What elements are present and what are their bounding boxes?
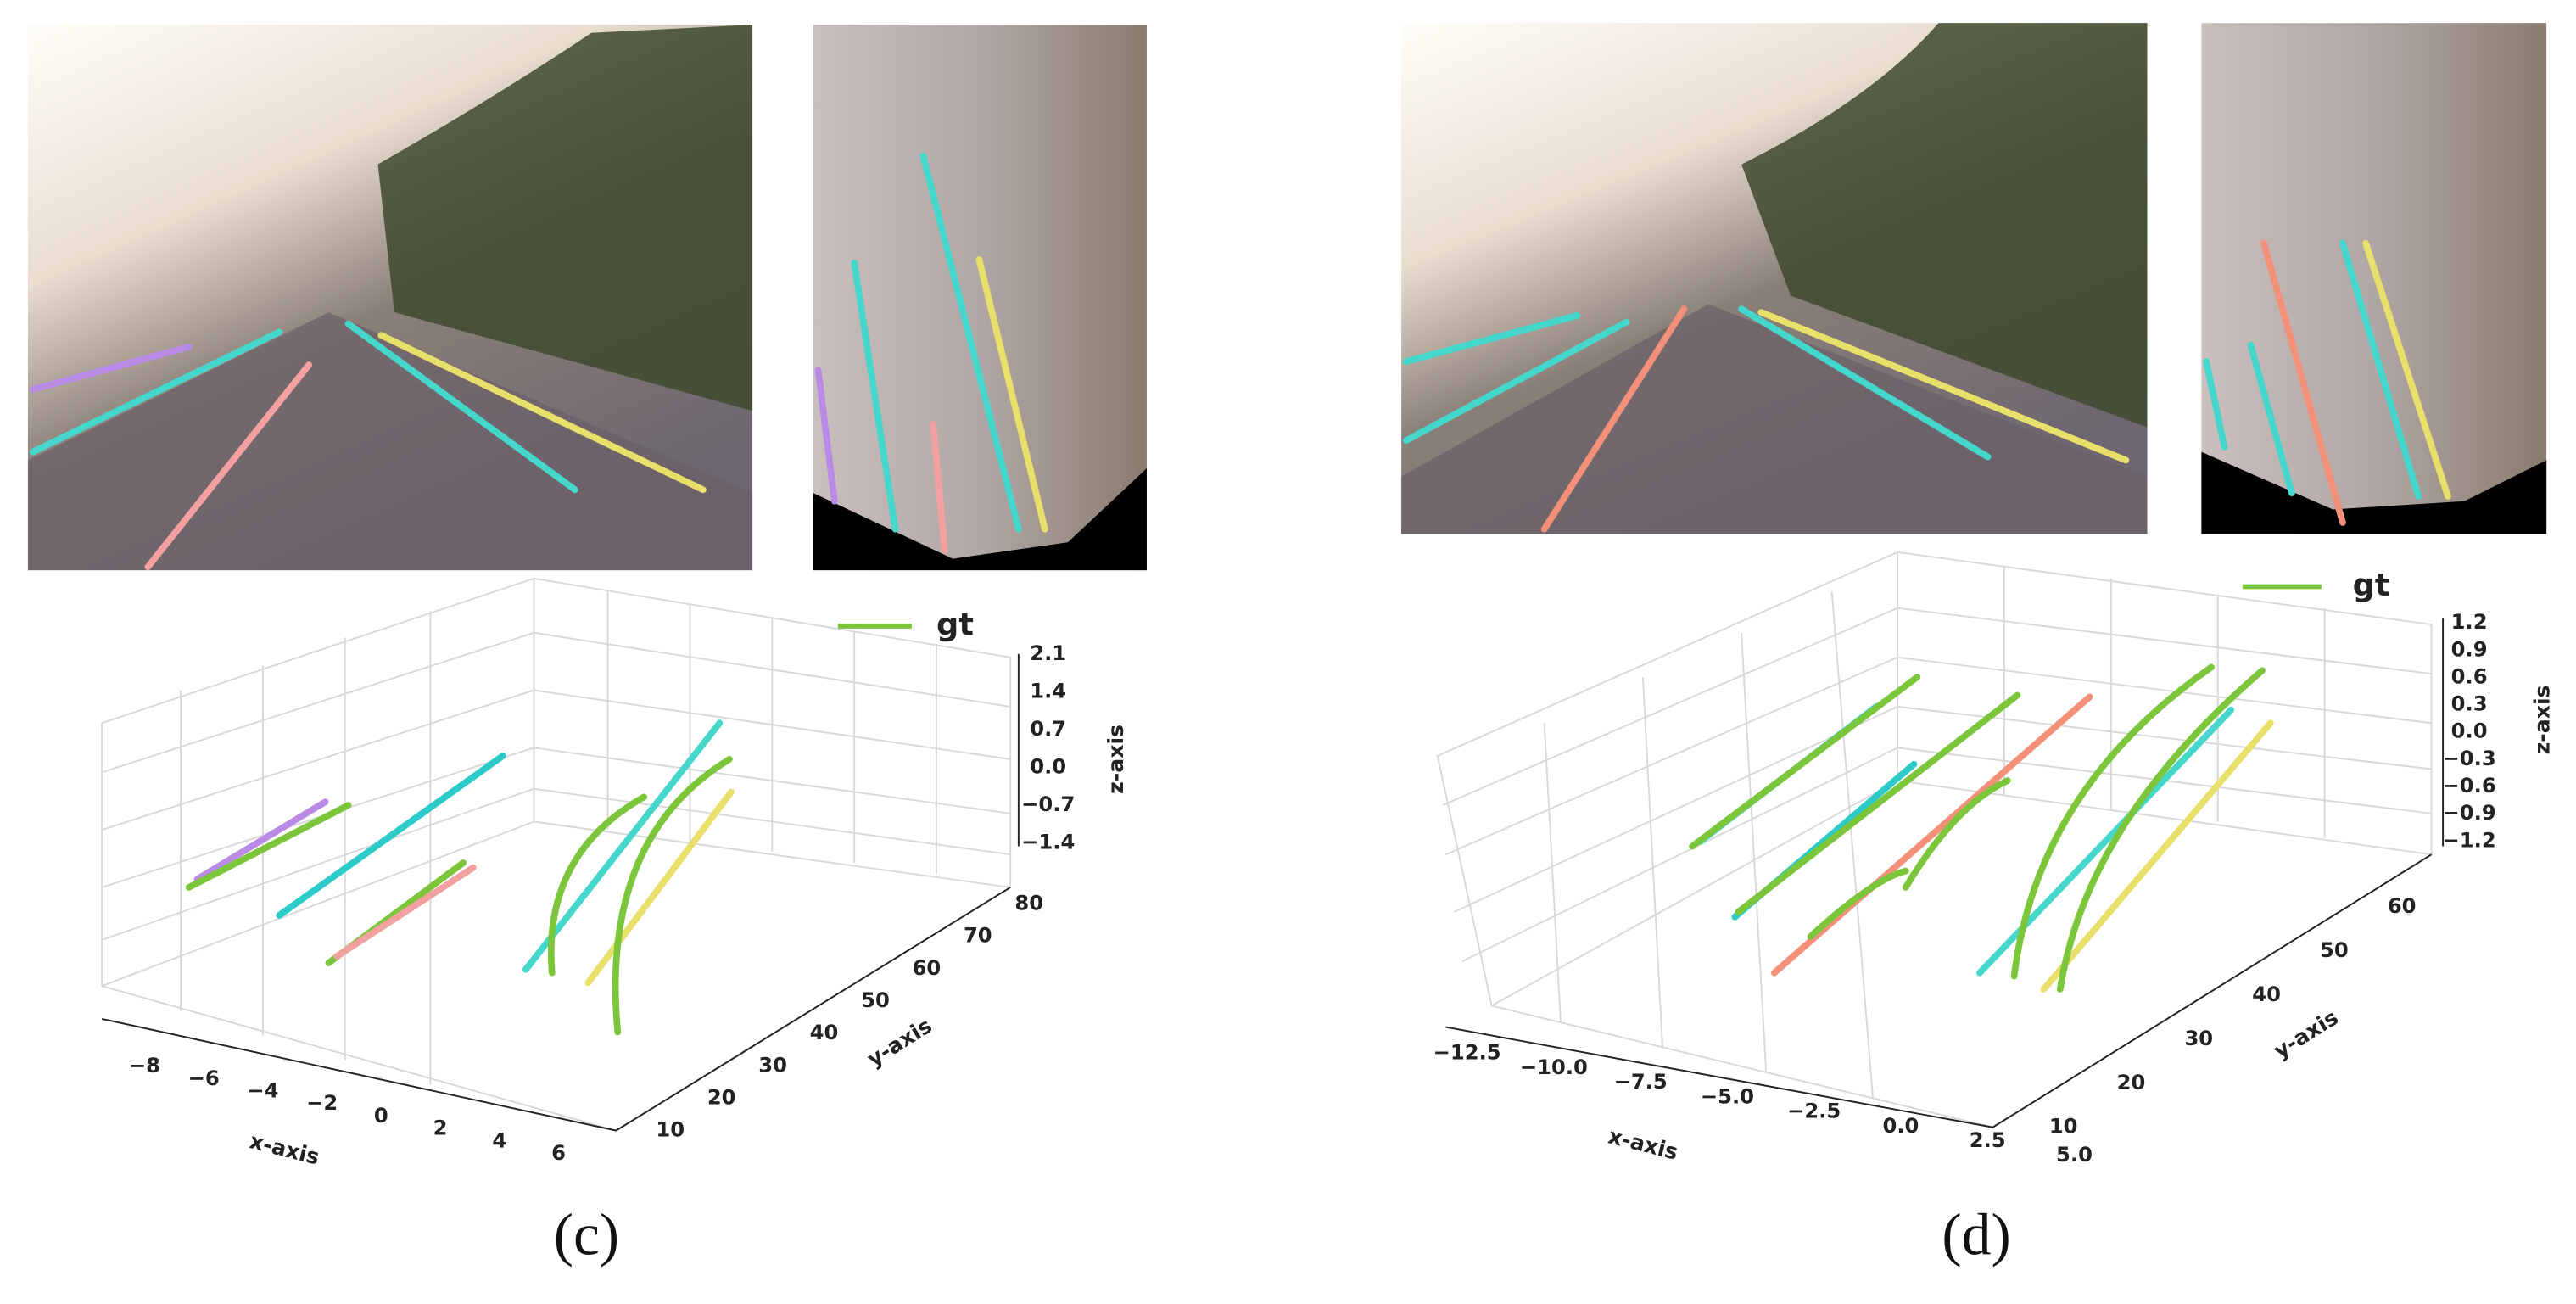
y-tick-label: 10	[2049, 1115, 2078, 1139]
z-tick-label: −0.3	[2443, 747, 2496, 770]
x-tick-label: 4	[492, 1128, 506, 1152]
x-tick-label: −4	[247, 1079, 278, 1103]
x-tick-label: −7.5	[1614, 1070, 1668, 1094]
bev-image	[2201, 23, 2547, 534]
y-axis-title: y-axis	[2269, 1005, 2342, 1064]
z-axis-title: z-axis	[1104, 725, 1128, 794]
x-tick-label: −2	[306, 1091, 338, 1115]
y-tick-label: 60	[2388, 894, 2417, 918]
y-tick-label: 10	[656, 1118, 685, 1142]
y-tick-label: 30	[758, 1053, 787, 1077]
plot-3d	[1436, 551, 2445, 1128]
z-tick-label: 0.6	[2451, 664, 2488, 688]
x-tick-label: 2.5	[1970, 1128, 2006, 1152]
legend-label: gt	[2353, 567, 2390, 603]
z-tick-label: 1.4	[1030, 679, 1066, 702]
y-tick-label: 60	[913, 956, 942, 980]
plot-3d	[101, 577, 1020, 1132]
x-tick-label: 6	[551, 1141, 566, 1165]
x-tick-label: −10.0	[1520, 1055, 1588, 1079]
z-tick-label: 0.9	[2451, 637, 2488, 661]
x-tick-label: −6	[188, 1066, 220, 1090]
camera-image	[1401, 23, 2148, 534]
x-tick-label: −8	[129, 1054, 160, 1077]
x-axis-title: x-axis	[1606, 1123, 1680, 1164]
y-tick-label: 80	[1014, 892, 1043, 915]
z-tick-label: −1.4	[1021, 831, 1075, 854]
y-axis-title: y-axis	[863, 1013, 936, 1072]
x-tick-label: 0.0	[1883, 1114, 1919, 1138]
z-axis-title: z-axis	[2529, 685, 2554, 754]
x-tick-label: −5.0	[1701, 1084, 1754, 1108]
z-tick-label: 0.3	[2451, 692, 2488, 716]
z-tick-label: −1.2	[2443, 828, 2496, 852]
z-tick-label: −0.6	[2443, 774, 2496, 798]
y-tick-label: 70	[964, 924, 992, 948]
z-tick-label: −0.9	[2443, 801, 2496, 825]
z-tick-label: 2.1	[1030, 641, 1066, 665]
z-tick-label: 0.7	[1030, 717, 1066, 741]
y-tick-label: 20	[2117, 1071, 2146, 1094]
legend-label: gt	[936, 606, 974, 642]
y-tick-label: 40	[810, 1021, 839, 1044]
z-tick-label: 0.0	[2451, 719, 2488, 743]
x-tick-label: 5.0	[2056, 1143, 2093, 1167]
z-tick-label: −0.7	[1021, 792, 1075, 816]
x-axis-title: x-axis	[247, 1128, 321, 1169]
z-tick-label: 0.0	[1030, 755, 1066, 779]
z-tick-label: 1.2	[2451, 610, 2488, 634]
camera-image	[27, 25, 753, 571]
bev-image	[813, 25, 1147, 571]
panel-label: (c)	[554, 1202, 619, 1268]
x-tick-label: −12.5	[1433, 1041, 1501, 1065]
y-tick-label: 20	[707, 1085, 736, 1109]
x-tick-label: 0	[374, 1104, 388, 1128]
y-tick-label: 50	[861, 988, 890, 1012]
x-tick-label: 2	[433, 1117, 448, 1140]
x-tick-label: −2.5	[1787, 1100, 1841, 1123]
panel-label: (d)	[1942, 1202, 2010, 1268]
y-tick-label: 50	[2320, 938, 2349, 962]
y-tick-label: 30	[2184, 1027, 2213, 1050]
y-tick-label: 40	[2252, 982, 2281, 1006]
